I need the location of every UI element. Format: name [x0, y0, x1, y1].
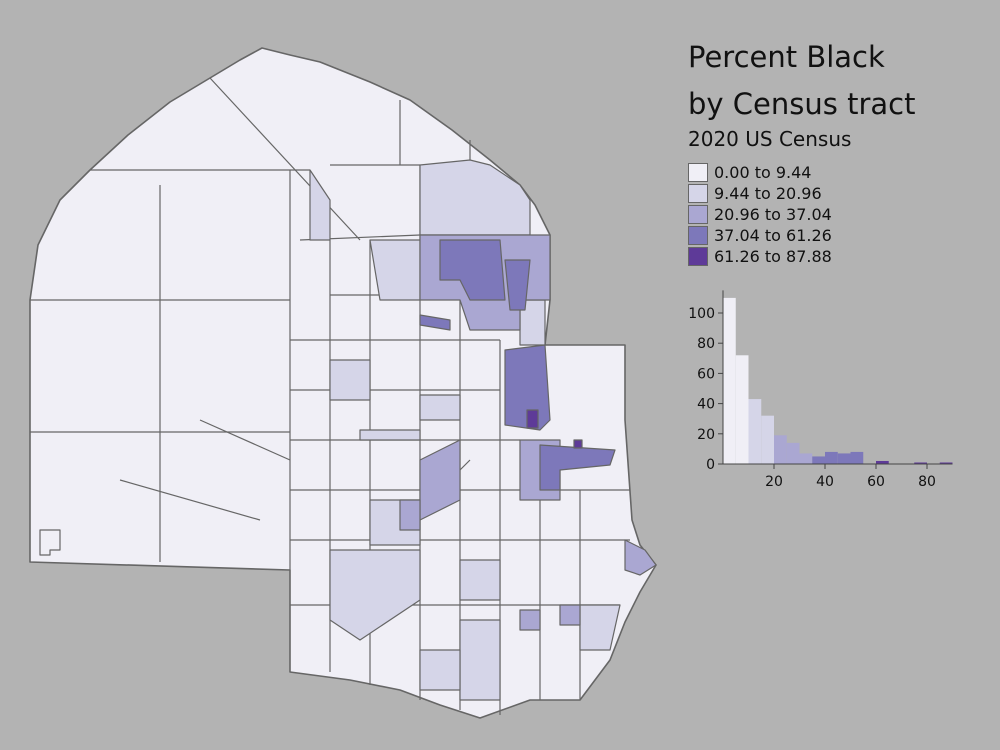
x-tick-label: 80	[918, 474, 936, 490]
legend-item: 20.96 to 37.04	[688, 204, 832, 225]
choropleth-map	[29, 47, 657, 719]
legend-item: 61.26 to 87.88	[688, 246, 832, 267]
y-tick-label: 20	[697, 427, 715, 443]
legend-label: 0.00 to 9.44	[714, 163, 812, 182]
legend-swatch	[688, 163, 708, 182]
legend-item: 37.04 to 61.26	[688, 225, 832, 246]
map-title-line1: Percent Black	[688, 40, 885, 74]
legend: 0.00 to 9.44 9.44 to 20.96 20.96 to 37.0…	[688, 162, 832, 267]
y-tick-label: 80	[697, 336, 715, 352]
histogram-bar	[799, 453, 813, 464]
histogram-bar	[723, 297, 736, 464]
histogram-bar	[837, 453, 851, 464]
x-tick-label: 20	[765, 474, 783, 490]
histogram-bar	[786, 442, 800, 464]
legend-swatch	[688, 247, 708, 266]
y-tick-label: 40	[697, 397, 715, 413]
y-tick-label: 100	[688, 306, 715, 322]
histogram-bar	[812, 456, 825, 464]
legend-label: 9.44 to 20.96	[714, 184, 822, 203]
legend-item: 9.44 to 20.96	[688, 183, 832, 204]
x-tick-label: 60	[867, 474, 885, 490]
tracts-class5	[526, 409, 583, 449]
histogram-bar	[876, 460, 889, 464]
y-tick-label: 0	[706, 457, 715, 473]
histogram-bar	[748, 399, 762, 464]
histogram-bar	[735, 355, 749, 464]
legend-swatch	[688, 205, 708, 224]
legend-swatch	[688, 184, 708, 203]
legend-item: 0.00 to 9.44	[688, 162, 832, 183]
histogram-bar	[939, 462, 953, 464]
y-tick-label: 60	[697, 366, 715, 382]
histogram-bar	[761, 415, 774, 464]
histogram-bar	[914, 462, 927, 464]
legend-label: 20.96 to 37.04	[714, 205, 832, 224]
x-tick-label: 40	[816, 474, 834, 490]
map-title-line2: by Census tract	[688, 87, 916, 121]
legend-label: 61.26 to 87.88	[714, 247, 832, 266]
tracts-class4	[419, 239, 616, 491]
map-subtitle: 2020 US Census	[688, 127, 852, 151]
histogram-bar	[774, 435, 787, 464]
histogram-bar	[825, 451, 838, 464]
legend-label: 37.04 to 61.26	[714, 226, 832, 245]
histogram-bar	[850, 451, 864, 464]
legend-swatch	[688, 226, 708, 245]
